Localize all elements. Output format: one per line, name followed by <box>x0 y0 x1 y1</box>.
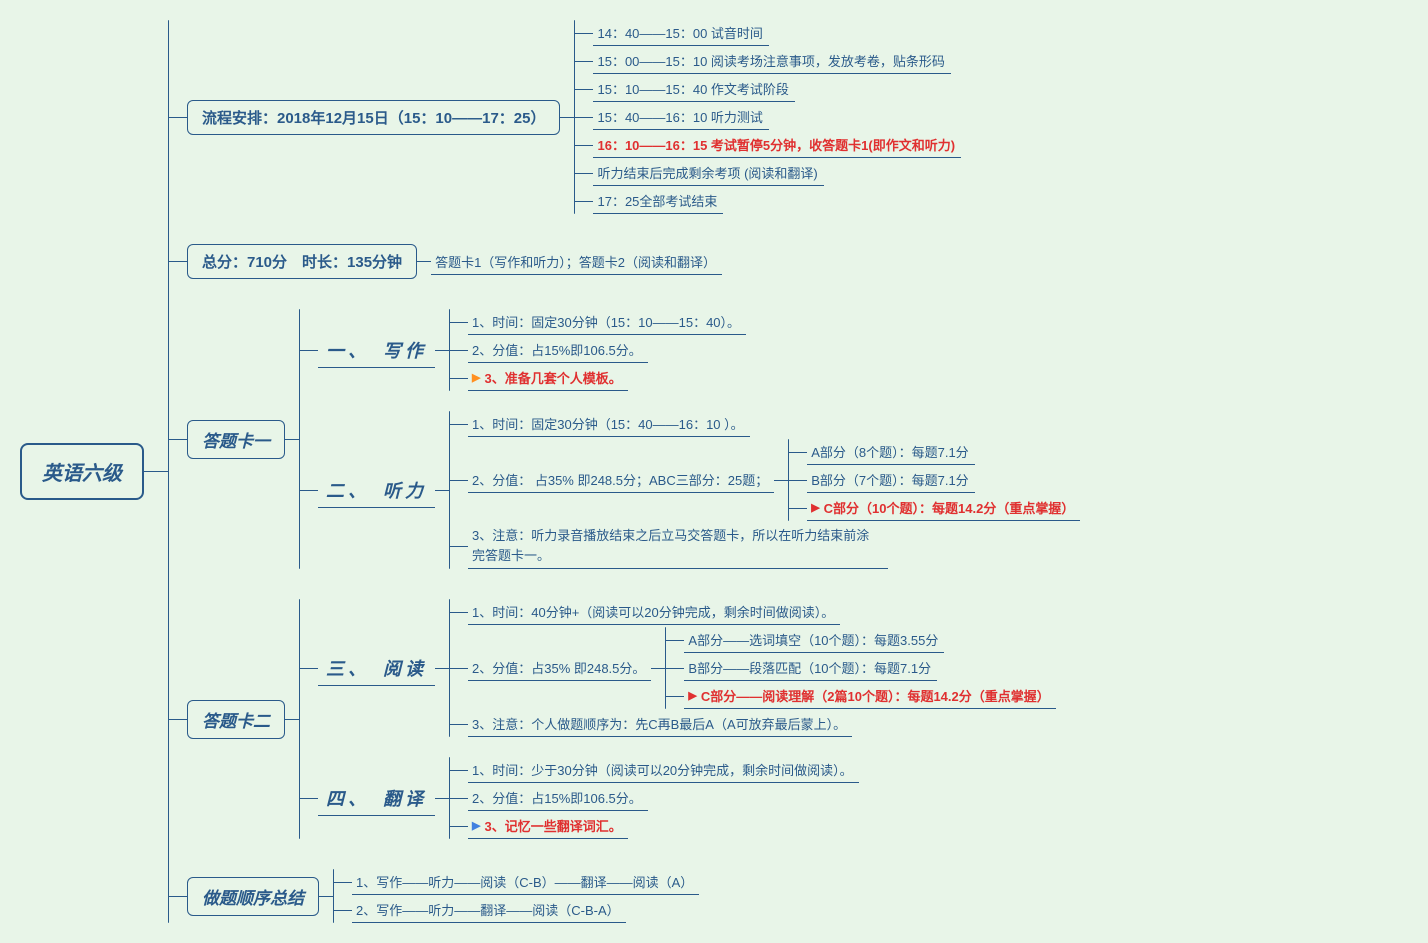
listening-items: 1、时间：固定30分钟（15：40——16：10 ）。 2、分值： 占35% 即… <box>450 411 1080 569</box>
root-node[interactable]: 英语六级 <box>20 443 144 500</box>
card2-children: 三、 阅读 1、时间：40分钟+（阅读可以20分钟完成，剩余时间做阅读）。 2、… <box>300 599 1056 839</box>
writing-leaf: 1、时间：固定30分钟（15：10——15：40）。 <box>468 309 746 335</box>
total-leaf: 答题卡1（写作和听力）；答题卡2（阅读和翻译） <box>431 249 722 275</box>
reading-leaf: 1、时间：40分钟+（阅读可以20分钟完成，剩余时间做阅读）。 <box>468 599 840 625</box>
branch-total: 总分：710分 时长：135分钟 答题卡1（写作和听力）；答题卡2（阅读和翻译） <box>169 244 1080 279</box>
order-leaf: 2、写作——听力——翻译——阅读（C-B-A） <box>352 897 626 923</box>
writing-leaf: 2、分值：占15%即106.5分。 <box>468 337 648 363</box>
reading-sub-leaf: B部分——段落匹配（10个题）：每题7.1分 <box>684 655 937 681</box>
reading-title[interactable]: 三、 阅读 <box>318 651 435 686</box>
translation-leaf: 2、分值：占15%即106.5分。 <box>468 785 648 811</box>
total-node[interactable]: 总分：710分 时长：135分钟 <box>187 244 417 279</box>
branch-reading: 三、 阅读 1、时间：40分钟+（阅读可以20分钟完成，剩余时间做阅读）。 2、… <box>300 599 1056 737</box>
branch-order: 做题顺序总结 1、写作——听力——阅读（C-B）——翻译——阅读（A） 2、写作… <box>169 869 1080 923</box>
listening-title[interactable]: 二、 听力 <box>318 473 435 508</box>
card1-node[interactable]: 答题卡一 <box>187 420 285 459</box>
branch-listening: 二、 听力 1、时间：固定30分钟（15：40——16：10 ）。 2、分值： … <box>300 411 1080 569</box>
reading-sub: A部分——选词填空（10个题）：每题3.55分 B部分——段落匹配（10个题）：… <box>666 627 1055 709</box>
level1-children: 流程安排：2018年12月15日（15：10——17：25） 14：40——15… <box>169 20 1080 923</box>
bracket <box>168 20 169 923</box>
writing-title[interactable]: 一、 写作 <box>318 333 435 368</box>
card2-node[interactable]: 答题卡二 <box>187 700 285 739</box>
schedule-leaf: 17：25全部考试结束 <box>593 188 723 214</box>
branch-card1: 答题卡一 一、 写作 1、时间：固定30分钟（15：10——15：40）。 2、… <box>169 309 1080 569</box>
translation-items: 1、时间：少于30分钟（阅读可以20分钟完成，剩余时间做阅读）。 2、分值：占1… <box>450 757 859 839</box>
reading-sub-leaf-flag: C部分——阅读理解（2篇10个题）：每题14.2分（重点掌握） <box>684 683 1055 709</box>
translation-leaf: 1、时间：少于30分钟（阅读可以20分钟完成，剩余时间做阅读）。 <box>468 757 859 783</box>
reading-sub-leaf: A部分——选词填空（10个题）：每题3.55分 <box>684 627 944 653</box>
card1-children: 一、 写作 1、时间：固定30分钟（15：10——15：40）。 2、分值：占1… <box>300 309 1080 569</box>
listening-leaf: 2、分值： 占35% 即248.5分；ABC三部分：25题； <box>468 467 774 493</box>
mindmap-root-container: 英语六级 流程安排：2018年12月15日（15：10——17：25） 14：4… <box>20 20 1408 923</box>
connector <box>144 471 168 472</box>
branch-schedule: 流程安排：2018年12月15日（15：10——17：25） 14：40——15… <box>169 20 1080 214</box>
order-leaf: 1、写作——听力——阅读（C-B）——翻译——阅读（A） <box>352 869 699 895</box>
order-items: 1、写作——听力——阅读（C-B）——翻译——阅读（A） 2、写作——听力——翻… <box>334 869 699 923</box>
schedule-leaf: 听力结束后完成剩余考项 (阅读和翻译) <box>593 160 823 186</box>
listening-sub-leaf: A部分（8个题）：每题7.1分 <box>807 439 974 465</box>
schedule-leaf: 15：10——15：40 作文考试阶段 <box>593 76 794 102</box>
schedule-node[interactable]: 流程安排：2018年12月15日（15：10——17：25） <box>187 100 560 135</box>
schedule-items: 14：40——15：00 试音时间 15：00——15：10 阅读考场注意事项，… <box>575 20 961 214</box>
translation-leaf-flag: 3、记忆一些翻译词汇。 <box>468 813 628 839</box>
schedule-leaf: 14：40——15：00 试音时间 <box>593 20 768 46</box>
translation-title[interactable]: 四、 翻译 <box>318 781 435 816</box>
reading-leaf: 2、分值：占35% 即248.5分。 <box>468 655 651 681</box>
branch-writing: 一、 写作 1、时间：固定30分钟（15：10——15：40）。 2、分值：占1… <box>300 309 1080 391</box>
schedule-leaf: 15：40——16：10 听力测试 <box>593 104 768 130</box>
listening-leaf: 1、时间：固定30分钟（15：40——16：10 ）。 <box>468 411 750 437</box>
schedule-leaf-red: 16：10——16：15 考试暂停5分钟，收答题卡1(即作文和听力) <box>593 132 961 158</box>
branch-translation: 四、 翻译 1、时间：少于30分钟（阅读可以20分钟完成，剩余时间做阅读）。 2… <box>300 757 1056 839</box>
listening-sub-leaf-flag: C部分（10个题）：每题14.2分（重点掌握） <box>807 495 1080 521</box>
listening-sub: A部分（8个题）：每题7.1分 B部分（7个题）：每题7.1分 C部分（10个题… <box>789 439 1080 521</box>
listening-leaf: 3、注意：听力录音播放结束之后立马交答题卡，所以在听力结束前涂完答题卡一。 <box>468 523 888 569</box>
branch-card2: 答题卡二 三、 阅读 1、时间：40分钟+（阅读可以20分钟完成，剩余时间做阅读… <box>169 599 1080 839</box>
reading-leaf: 3、注意：个人做题顺序为：先C再B最后A（A可放弃最后蒙上）。 <box>468 711 852 737</box>
writing-leaf-flag: 3、准备几套个人模板。 <box>468 365 628 391</box>
reading-items: 1、时间：40分钟+（阅读可以20分钟完成，剩余时间做阅读）。 2、分值：占35… <box>450 599 1056 737</box>
order-node[interactable]: 做题顺序总结 <box>187 877 319 916</box>
schedule-leaf: 15：00——15：10 阅读考场注意事项，发放考卷，贴条形码 <box>593 48 950 74</box>
listening-sub-leaf: B部分（7个题）：每题7.1分 <box>807 467 974 493</box>
writing-items: 1、时间：固定30分钟（15：10——15：40）。 2、分值：占15%即106… <box>450 309 746 391</box>
